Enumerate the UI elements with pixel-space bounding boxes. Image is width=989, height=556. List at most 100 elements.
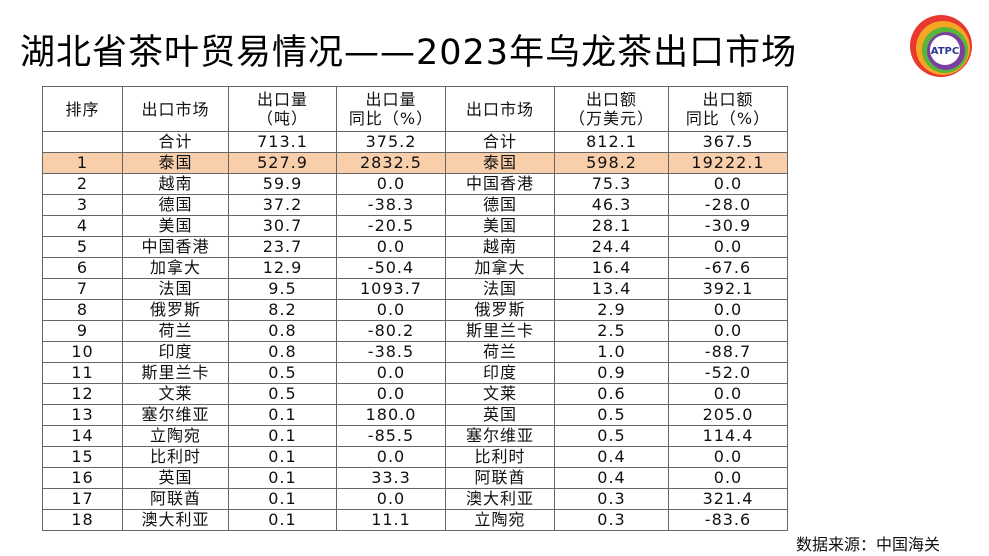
table-cell: 俄罗斯 [122, 299, 229, 321]
table-cell: 荷兰 [122, 320, 229, 342]
table-cell: 3 [42, 194, 123, 216]
table-cell: 0.0 [336, 173, 446, 195]
table-row: 6 加拿大 12.9 -50.4 加拿大 16.4 -67.6 [42, 257, 788, 279]
table-cell: 13 [42, 404, 123, 426]
table-cell: 812.1 [554, 131, 669, 153]
table-cell: 13.4 [554, 278, 669, 300]
header-line: （吨） [256, 109, 308, 128]
table-cell: 美国 [445, 215, 555, 237]
table-cell: 4 [42, 215, 123, 237]
table-cell: 0.5 [228, 383, 337, 405]
table-cell: 俄罗斯 [445, 299, 555, 321]
header-line: 出口额 [702, 90, 754, 109]
table-cell: 30.7 [228, 215, 337, 237]
header-line: 同比（%） [348, 109, 434, 128]
header-line: 出口额 [585, 90, 637, 109]
table-cell: 375.2 [336, 131, 446, 153]
table-cell: 0.5 [554, 404, 669, 426]
table-cell: -80.2 [336, 320, 446, 342]
table-cell: 0.0 [668, 320, 788, 342]
header-cell: 出口额 （万美元） [554, 86, 669, 132]
table-cell: 阿联酋 [122, 488, 229, 510]
table-cell: 0.3 [554, 509, 669, 531]
table-cell: 9.5 [228, 278, 337, 300]
table-cell: 46.3 [554, 194, 669, 216]
table-row: 14 立陶宛 0.1 -85.5 塞尔维亚 0.5 114.4 [42, 425, 788, 447]
table-cell: 0.0 [668, 236, 788, 258]
table-cell: 5 [42, 236, 123, 258]
table-cell: 0.0 [668, 173, 788, 195]
table-cell: 斯里兰卡 [445, 320, 555, 342]
table-cell: 0.1 [228, 509, 337, 531]
table-cell: -50.4 [336, 257, 446, 279]
table-row: 17 阿联酋 0.1 0.0 澳大利亚 0.3 321.4 [42, 488, 788, 510]
table-cell: 美国 [122, 215, 229, 237]
table-cell: 17 [42, 488, 123, 510]
table-cell: 6 [42, 257, 123, 279]
table-cell: 598.2 [554, 152, 669, 174]
table-cell: 阿联酋 [445, 467, 555, 489]
table-cell: 中国香港 [445, 173, 555, 195]
table-cell: -20.5 [336, 215, 446, 237]
table-row: 4 美国 30.7 -20.5 美国 28.1 -30.9 [42, 215, 788, 237]
header-line: 出口市场 [141, 99, 210, 119]
table-cell: 澳大利亚 [122, 509, 229, 531]
table-cell: 0.5 [228, 362, 337, 384]
table-cell: 澳大利亚 [445, 488, 555, 510]
header-row: 排序 出口市场 出口量 （吨） 出口量 同比（%） 出口市场 出口额 （万美元） 出口额 同比（%） [42, 86, 788, 132]
table-cell: 英国 [122, 467, 229, 489]
table-row: 9 荷兰 0.8 -80.2 斯里兰卡 2.5 0.0 [42, 320, 788, 342]
table-cell: 9 [42, 320, 123, 342]
table-cell: 33.3 [336, 467, 446, 489]
table-cell: 8.2 [228, 299, 337, 321]
header-line: 出口量 [256, 90, 308, 109]
table-cell: 0.1 [228, 446, 337, 468]
table-cell: 2 [42, 173, 123, 195]
table-cell: 0.8 [228, 341, 337, 363]
table-row: 11 斯里兰卡 0.5 0.0 印度 0.9 -52.0 [42, 362, 788, 384]
table-row: 合计 713.1 375.2 合计 812.1 367.5 [42, 131, 788, 153]
table-cell: 205.0 [668, 404, 788, 426]
table-cell: -52.0 [668, 362, 788, 384]
table-cell: 泰国 [445, 152, 555, 174]
table-cell: 2.9 [554, 299, 669, 321]
table-cell: 泰国 [122, 152, 229, 174]
table-cell: -38.5 [336, 341, 446, 363]
table-cell: 0.1 [228, 425, 337, 447]
table-cell: 文莱 [122, 383, 229, 405]
table-cell: 321.4 [668, 488, 788, 510]
table-cell: -38.3 [336, 194, 446, 216]
table-row: 1 泰国 527.9 2832.5 泰国 598.2 19222.1 [42, 152, 788, 174]
table-cell: 比利时 [445, 446, 555, 468]
table-cell: -67.6 [668, 257, 788, 279]
table-cell: 荷兰 [445, 341, 555, 363]
table-cell: 0.0 [336, 446, 446, 468]
table-cell: 0.0 [668, 383, 788, 405]
header-cell: 排序 [42, 86, 123, 132]
table-cell: 11 [42, 362, 123, 384]
table-cell: 114.4 [668, 425, 788, 447]
table-cell: 10 [42, 341, 123, 363]
header-cell: 出口量 （吨） [228, 86, 337, 132]
table-row: 12 文莱 0.5 0.0 文莱 0.6 0.0 [42, 383, 788, 405]
table-cell: 文莱 [445, 383, 555, 405]
header-cell: 出口额 同比（%） [668, 86, 788, 132]
table-row: 15 比利时 0.1 0.0 比利时 0.4 0.0 [42, 446, 788, 468]
table-cell: 合计 [122, 131, 229, 153]
table-cell: 180.0 [336, 404, 446, 426]
table-cell: 18 [42, 509, 123, 531]
table-cell: 0.1 [228, 467, 337, 489]
table-row: 8 俄罗斯 8.2 0.0 俄罗斯 2.9 0.0 [42, 299, 788, 321]
table-cell: 立陶宛 [445, 509, 555, 531]
header-cell: 出口量 同比（%） [336, 86, 446, 132]
table-cell: 1.0 [554, 341, 669, 363]
table-row: 3 德国 37.2 -38.3 德国 46.3 -28.0 [42, 194, 788, 216]
table-row: 18 澳大利亚 0.1 11.1 立陶宛 0.3 -83.6 [42, 509, 788, 531]
table-cell: 713.1 [228, 131, 337, 153]
table-cell: 0.9 [554, 362, 669, 384]
table-cell: 立陶宛 [122, 425, 229, 447]
table-cell: 法国 [445, 278, 555, 300]
header-line: （万美元） [568, 109, 654, 128]
data-table: 排序 出口市场 出口量 （吨） 出口量 同比（%） 出口市场 出口额 （万美元） 出口额 同比（%）… [42, 86, 788, 531]
table-row: 5 中国香港 23.7 0.0 越南 24.4 0.0 [42, 236, 788, 258]
